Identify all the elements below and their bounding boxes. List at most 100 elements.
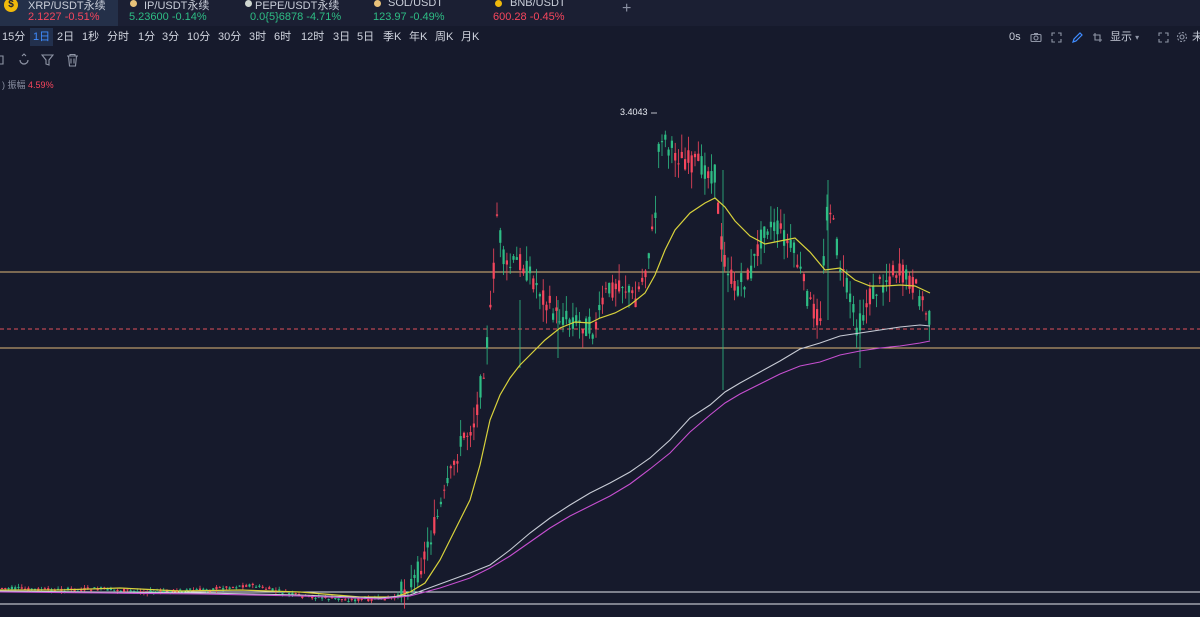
ma-mid-line [0,324,931,599]
candle-body [109,587,112,591]
candle-body [4,587,7,589]
fullscreen-icon[interactable] [1158,31,1169,49]
candle-body [911,277,914,293]
candle-body [763,226,766,238]
add-ticker-tab-button[interactable]: + [622,0,632,17]
candle-body [449,466,452,469]
interval-1min[interactable]: 1分 [138,31,156,43]
candle-body [86,587,89,589]
interval-year[interactable]: 年K [409,31,428,43]
candle-body [439,501,442,505]
candle-body [674,152,677,161]
seconds-display[interactable]: 0s [1009,31,1021,43]
interval-10min[interactable]: 10分 [187,31,211,43]
ticker-pepe[interactable]: PEPE/USDT永续 0.0{5}6878 -4.71% [245,0,360,26]
candle-body [555,307,558,311]
candle-body [528,266,532,274]
candle-body [561,317,565,325]
interval-2d[interactable]: 2日 [57,31,75,43]
candle-body [459,436,462,447]
ticker-price: 0.0{5}6878 -4.71% [250,11,342,23]
candle-body [7,587,10,589]
crop-icon[interactable] [1092,31,1103,49]
candle-body [786,240,789,244]
candle-body [720,236,723,250]
candle-body [228,587,231,589]
ticker-xrp[interactable]: $ XRP/USDT永续 2.1227 -0.51% [0,0,118,26]
candle-body [258,585,261,587]
interval-5d[interactable]: 5日 [357,31,375,43]
candle-body [291,592,294,595]
candle-body [96,589,99,591]
interval-month[interactable]: 月K [461,31,480,43]
candle-body [538,294,541,297]
interval-3min[interactable]: 3分 [162,31,180,43]
candle-body [311,596,314,599]
candle-body [327,599,330,601]
display-button[interactable]: 显示 ▾ [1110,31,1140,43]
candle-body [908,275,911,289]
candle-body [344,599,347,601]
candle-body [578,320,581,323]
interval-3d[interactable]: 3日 [333,31,351,43]
candle-body [601,297,604,305]
candle-body [466,435,469,437]
candle-body [700,156,703,175]
candle-body [182,590,185,593]
candle-body [766,231,769,235]
interval-30min[interactable]: 30分 [218,31,242,43]
draw-pencil-icon[interactable] [1072,31,1083,49]
expand-icon[interactable] [1051,31,1062,49]
interval-week[interactable]: 周K [435,31,454,43]
candle-body [888,276,891,285]
candle-body [542,290,545,305]
candle-body [429,542,433,545]
interval-1d[interactable]: 1日 [30,28,54,46]
candle-body [347,601,350,603]
magnet-icon[interactable] [17,53,31,72]
candle-body [816,309,819,326]
candle-body [30,588,33,590]
camera-icon[interactable] [1030,31,1042,49]
candle-body [162,590,165,593]
candle-body [499,230,502,243]
candle-body [693,153,697,158]
interval-15m[interactable]: 15分 [2,31,26,43]
candle-body [608,282,611,294]
candle-body [43,588,46,590]
candle-body [862,315,865,321]
ticker-bnb[interactable]: BNB/USDT 600.28 -0.45% [488,0,598,26]
ticker-sol[interactable]: SOL/USDT 123.97 -0.49% [368,0,478,26]
interval-quarter[interactable]: 季K [383,31,402,43]
candle-body [469,432,472,436]
interval-1s[interactable]: 1秒 [82,31,100,43]
interval-6h[interactable]: 6时 [274,31,292,43]
candle-body [20,587,23,589]
candle-body [568,319,571,324]
eye-icon[interactable] [0,53,7,72]
candle-body [17,586,20,588]
candle-body [132,590,136,592]
settings-gear-icon[interactable] [1176,31,1188,49]
candle-body [169,591,172,594]
candle-body [819,318,822,321]
candle-body [462,432,466,438]
candle-body [835,238,838,256]
candle-body [921,296,924,301]
candle-body [769,221,772,228]
filter-icon[interactable] [40,53,55,72]
ticker-price: 2.1227 -0.51% [28,11,100,23]
ticker-symbol: BNB/USDT [510,0,566,9]
candle-body [898,263,901,276]
interval-3h[interactable]: 3时 [249,31,267,43]
ticker-ip[interactable]: IP/USDT永续 5.23600 -0.14% [124,0,234,26]
candle-body [502,249,505,265]
interval-timeline[interactable]: 分时 [107,31,129,43]
candle-body [334,597,337,599]
candle-body [753,253,756,256]
candle-body [885,280,888,282]
trash-icon[interactable] [66,53,79,72]
interval-12h[interactable]: 12时 [301,31,325,43]
candle-body [248,584,251,587]
